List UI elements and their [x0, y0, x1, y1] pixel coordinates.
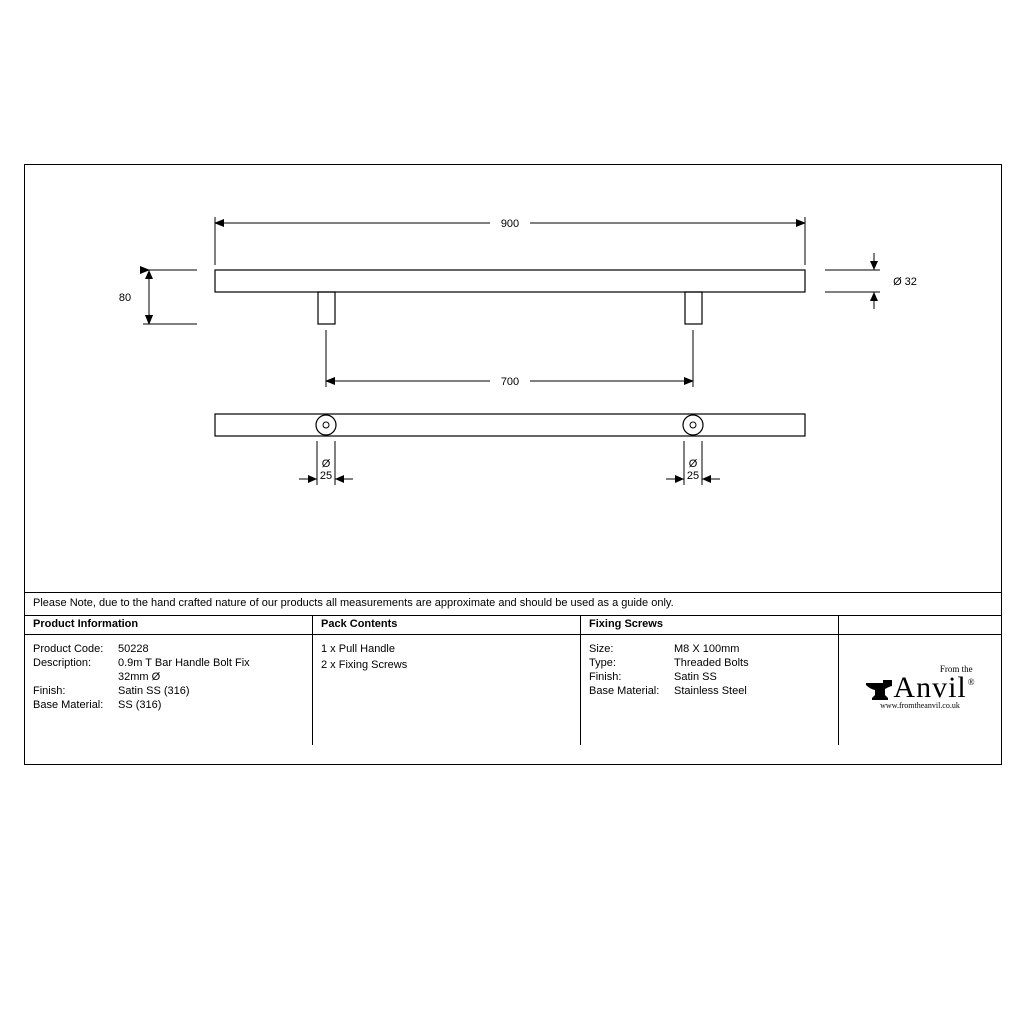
description-value-2: 32mm Ø: [118, 671, 304, 683]
logo-cell: From the Anvil ® www.fromtheanvil.co.uk: [839, 635, 1001, 745]
product-code-label: Product Code:: [33, 643, 118, 655]
plan-view: [215, 414, 805, 436]
drawing-frame: 900 80: [24, 164, 1002, 765]
technical-drawing: 900 80: [25, 165, 1001, 592]
pack-line-1: 1 x Pull Handle: [321, 643, 572, 655]
dim-900-label: 900: [501, 218, 519, 230]
dim-80: 80: [119, 270, 197, 324]
dim-900: 900: [215, 217, 805, 265]
screw-type-label: Type:: [589, 657, 674, 669]
pack-contents-col: 1 x Pull Handle 2 x Fixing Screws: [313, 635, 581, 745]
screw-type-value: Threaded Bolts: [674, 657, 830, 669]
product-code-value: 50228: [118, 643, 304, 655]
dim-32-label: Ø 32: [893, 276, 917, 288]
svg-text:Ø: Ø: [322, 458, 331, 470]
dim-25-left: Ø 25: [299, 441, 353, 485]
screw-material-label: Base Material:: [589, 685, 674, 697]
product-info-col: Product Code:50228 Description:0.9m T Ba…: [25, 635, 313, 745]
anvil-icon: [865, 677, 893, 701]
screw-size-value: M8 X 100mm: [674, 643, 830, 655]
screw-size-label: Size:: [589, 643, 674, 655]
material-label: Base Material:: [33, 699, 118, 711]
screw-material-value: Stainless Steel: [674, 685, 830, 697]
screw-finish-label: Finish:: [589, 671, 674, 683]
info-header-row: Product Information Pack Contents Fixing…: [25, 615, 1001, 634]
header-product-info: Product Information: [25, 616, 313, 634]
dim-32: Ø 32: [825, 253, 917, 309]
svg-text:Ø: Ø: [689, 458, 698, 470]
finish-label: Finish:: [33, 685, 118, 697]
svg-text:25: 25: [320, 470, 332, 482]
finish-value: Satin SS (316): [118, 685, 304, 697]
description-label: Description:: [33, 657, 118, 669]
dim-700: 700: [326, 330, 693, 388]
dim-25-right: Ø 25: [666, 441, 720, 485]
header-pack-contents: Pack Contents: [313, 616, 581, 634]
pack-line-2: 2 x Fixing Screws: [321, 659, 572, 671]
note-text: Please Note, due to the hand crafted nat…: [25, 592, 1001, 615]
side-elevation: [215, 270, 805, 324]
header-logo-cell: [839, 616, 1001, 634]
screw-finish-value: Satin SS: [674, 671, 830, 683]
fixing-screws-col: Size:M8 X 100mm Type:Threaded Bolts Fini…: [581, 635, 839, 745]
svg-text:25: 25: [687, 470, 699, 482]
description-value-1: 0.9m T Bar Handle Bolt Fix: [118, 657, 304, 669]
brand-logo: From the Anvil ® www.fromtheanvil.co.uk: [865, 664, 974, 710]
info-detail-row: Product Code:50228 Description:0.9m T Ba…: [25, 634, 1001, 745]
logo-registered: ®: [968, 677, 975, 687]
dim-700-label: 700: [501, 376, 519, 388]
logo-main-text: Anvil: [893, 674, 966, 701]
logo-url: www.fromtheanvil.co.uk: [865, 701, 974, 710]
dim-80-label: 80: [119, 292, 131, 304]
material-value: SS (316): [118, 699, 304, 711]
header-fixing-screws: Fixing Screws: [581, 616, 839, 634]
